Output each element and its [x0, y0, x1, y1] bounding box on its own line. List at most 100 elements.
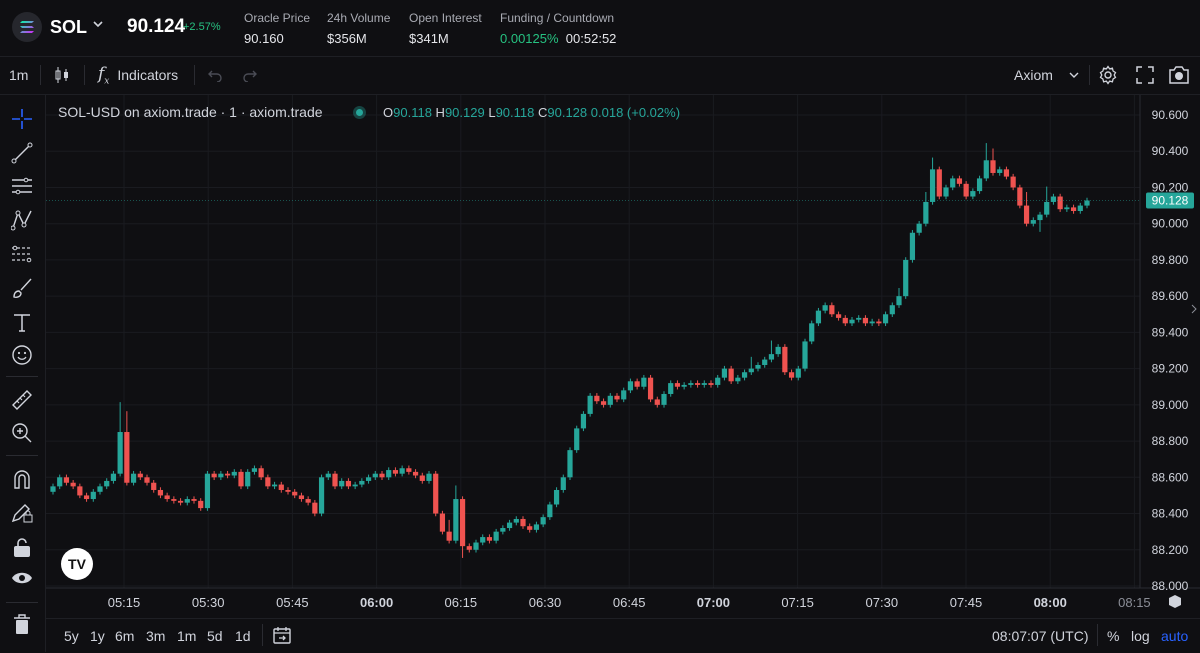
time-tick-label: 05:15: [108, 595, 141, 610]
funding-rate: 0.00125%: [500, 31, 559, 46]
utc-clock[interactable]: 08:07:07 (UTC): [992, 628, 1089, 644]
bottom-toolbar: [46, 618, 1200, 653]
candle-up: [795, 368, 801, 378]
candle-up: [681, 384, 687, 387]
candle-down: [379, 473, 385, 478]
chart-legend-title: SOL-USD on axiom.trade · 1 · axiom.trade: [58, 104, 323, 120]
brush-tool[interactable]: [10, 276, 34, 300]
candle-up: [701, 383, 707, 385]
candlestick-chart[interactable]: 90.128 90.600 90.400 90.200 90.000 89.800 89.6…: [46, 95, 1200, 618]
candle-down: [466, 546, 472, 550]
solana-logo-icon[interactable]: [12, 12, 42, 42]
candle-up: [130, 473, 137, 483]
log-toggle[interactable]: log: [1131, 628, 1150, 644]
pattern-tool[interactable]: [10, 208, 34, 232]
candle-up: [1077, 205, 1083, 212]
stat-label: Open Interest: [409, 11, 482, 25]
candle-down: [674, 383, 681, 387]
fib-tool[interactable]: [10, 174, 34, 198]
range-5y[interactable]: 5y: [64, 628, 79, 644]
auto-toggle[interactable]: auto: [1161, 628, 1189, 644]
magnet-tool[interactable]: [10, 467, 34, 491]
remove-tool[interactable]: [10, 612, 34, 636]
range-1y[interactable]: 1y: [90, 628, 105, 644]
settings-button[interactable]: [1098, 56, 1118, 94]
range-6m[interactable]: 6m: [115, 628, 135, 644]
redo-button[interactable]: [242, 56, 258, 94]
stat-label: Oracle Price: [244, 11, 311, 25]
candle-down: [70, 482, 76, 487]
candle-down: [224, 473, 231, 476]
tradingview-logo[interactable]: TV: [61, 548, 93, 580]
candle-down: [1010, 176, 1016, 188]
range-1m[interactable]: 1m: [177, 628, 197, 644]
fullscreen-button[interactable]: [1136, 56, 1154, 94]
interval-button[interactable]: 1m: [9, 67, 29, 83]
candle-up: [627, 381, 634, 391]
trend-line-tool[interactable]: [10, 141, 34, 165]
lock-all-tool[interactable]: [10, 535, 34, 559]
candle-down: [157, 489, 164, 496]
candle-style-button[interactable]: [54, 56, 70, 94]
emoji-tool[interactable]: [10, 343, 34, 367]
hide-tool[interactable]: [10, 566, 34, 590]
chevron-down-icon[interactable]: [92, 18, 104, 30]
candle-down: [137, 473, 143, 478]
measure-tool[interactable]: [10, 388, 34, 412]
time-tick-label: 06:15: [445, 595, 478, 610]
range-3m[interactable]: 3m: [146, 628, 166, 644]
candle-up: [976, 178, 983, 192]
price-tick-label: 89.600: [1152, 289, 1189, 303]
candle-down: [936, 169, 942, 197]
candle-up: [909, 232, 916, 260]
function-icon: fx: [98, 63, 110, 87]
candle-up: [473, 542, 479, 550]
candle-up: [325, 473, 331, 478]
symbol-selector[interactable]: SOL: [50, 17, 88, 37]
text-tool[interactable]: [10, 310, 34, 334]
lock-drawing-tool[interactable]: [10, 500, 34, 524]
candle-down: [278, 484, 284, 490]
candle-down: [238, 471, 244, 487]
ohlc-values: O90.118 H90.129 L90.118 C90.128 0.018 (+…: [383, 105, 680, 120]
candle-down: [412, 471, 419, 476]
candle-down: [433, 473, 439, 514]
drawing-toolbar: [0, 95, 46, 652]
layout-selector[interactable]: Axiom: [1014, 56, 1079, 94]
undo-button[interactable]: [207, 56, 223, 94]
candle-down: [1023, 205, 1030, 224]
candle-up: [755, 364, 761, 369]
candle-up: [741, 372, 748, 378]
candle-up: [580, 413, 587, 429]
stat-label: Funding / Countdown: [500, 11, 615, 25]
candle-up: [721, 368, 728, 378]
candle-down: [171, 499, 177, 501]
candle-up: [1084, 200, 1090, 206]
candle-down: [835, 314, 842, 318]
candle-up: [950, 178, 956, 188]
candle-up: [493, 531, 499, 541]
range-1d[interactable]: 1d: [235, 628, 251, 644]
candle-down: [345, 480, 352, 487]
candle-down: [392, 470, 399, 474]
candle-up: [889, 305, 895, 315]
candle-down: [198, 500, 204, 509]
goto-date-button[interactable]: [272, 625, 292, 650]
forecast-tool[interactable]: [10, 242, 34, 266]
candle-down: [614, 395, 620, 400]
price-tick-label: 89.200: [1152, 362, 1189, 376]
indicators-button[interactable]: fx Indicators: [98, 56, 178, 94]
eye-icon: [12, 572, 32, 584]
pattern-icon: [11, 210, 32, 231]
candle-up: [50, 486, 56, 492]
screenshot-button[interactable]: [1168, 56, 1190, 94]
price-tick-label: 90.400: [1152, 144, 1189, 158]
range-5d[interactable]: 5d: [207, 628, 223, 644]
candle-up: [748, 368, 754, 373]
candle-down: [486, 537, 493, 541]
time-tick-label: 07:00: [697, 595, 730, 610]
candle-up: [352, 484, 358, 487]
zoom-tool[interactable]: [10, 421, 34, 445]
crosshair-tool[interactable]: [10, 107, 34, 131]
percent-toggle[interactable]: %: [1107, 628, 1120, 644]
